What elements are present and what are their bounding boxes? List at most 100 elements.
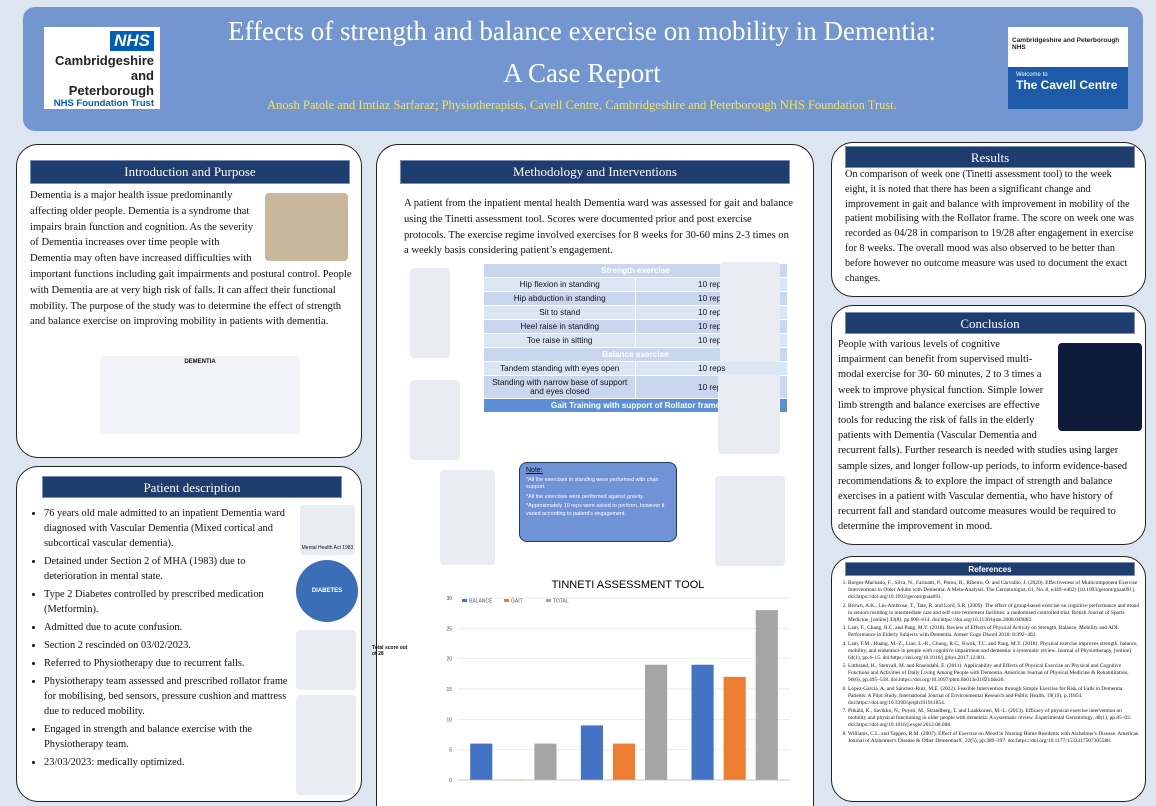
paragraph: People with various levels of cognitive …: [838, 339, 1128, 533]
title-line: A Case Report: [503, 58, 661, 88]
note-box: Note: *All the exercises in standing wer…: [519, 462, 677, 542]
table-cell: Heel raise in standing: [482, 319, 637, 334]
note-title: Note:: [526, 467, 543, 474]
y-tick-label: 5: [449, 748, 452, 754]
y-tick-label: 20: [446, 657, 452, 663]
illustration: [715, 476, 785, 566]
note-line: *All the exercises were performed agains…: [526, 493, 644, 500]
logo-name: Cambridgeshire and Peterborough: [55, 53, 154, 98]
reference: Littbrand, H., Stenvall, M. and Rosendah…: [848, 663, 1140, 684]
legend-swatch: [504, 599, 509, 602]
legend-swatch: [546, 599, 551, 602]
y-tick-label: 25: [446, 626, 452, 632]
table-cell: Toe raise in sitting: [482, 333, 637, 348]
reference: Williams, C.L. and Tappen, R.M. (2007). …: [848, 731, 1140, 745]
title: Effects of strength and balance exercise…: [170, 10, 994, 94]
section-heading: Results: [845, 146, 1135, 168]
table-cell: 10 reps: [635, 361, 788, 376]
legend-swatch: [462, 599, 467, 602]
act-label: Mental Health Act 1983: [301, 545, 354, 551]
table-cell: Hip flexion in standing: [482, 277, 637, 292]
table-cell: Standing with narrow base of support and…: [482, 375, 637, 399]
bullet-item: 23/03/2023: medically optimized.: [44, 755, 299, 770]
illustration: [296, 630, 356, 690]
diabetes-icon: DIABETES: [296, 560, 358, 622]
y-axis-label: Total score out of 28: [372, 645, 408, 657]
exercise-table-wrap: Strength exercise Hip flexion in standing…: [482, 263, 788, 413]
bullet-item: Section 2 rescinded on 03/02/2023.: [44, 638, 299, 653]
bar: [580, 725, 603, 780]
sign-plate: Welcome to The Cavell Centre: [1008, 67, 1128, 109]
y-tick-label: 30: [446, 596, 452, 602]
bar: [645, 664, 668, 780]
bullet-item: Referred to Physiotherapy due to recurre…: [44, 656, 299, 671]
nhs-logo: NHS Cambridgeshire and Peterborough NHS …: [44, 27, 160, 109]
illustration: [440, 470, 495, 565]
bar: [612, 743, 636, 780]
illustration: [410, 380, 460, 460]
conclusion-text: People with various levels of cognitive …: [838, 337, 1142, 535]
patient-list: 76 years old male admitted to an inpatie…: [28, 506, 299, 773]
reference: Lam, F., Chang, R.C. and Pang, M.Y. (201…: [848, 625, 1140, 639]
bar: [691, 664, 714, 780]
bullet-item: 76 years old male admitted to an inpatie…: [44, 506, 299, 551]
title-line: Effects of strength and balance exercise…: [227, 16, 936, 46]
illustration: [718, 374, 780, 454]
bullet-item: Admitted due to acute confusion.: [44, 620, 299, 635]
reference: Pitkälä, K., Savikko, N., Poysti, M., St…: [848, 708, 1140, 729]
section-heading: Patient description: [42, 476, 342, 498]
sign-welcome: Welcome to: [1016, 72, 1048, 78]
illustration: [296, 695, 356, 795]
sign-org: Cambridgeshire and Peterborough NHS: [1012, 37, 1120, 51]
results-text: On comparison of week one (Tinetti asses…: [845, 169, 1134, 284]
illustration: [410, 268, 450, 358]
chart: TINNETI ASSESSMENT TOOL 0 5 10 15 20 25 30 BALA…: [446, 579, 790, 784]
note-line: *Approximately 10 reps were asked to per…: [526, 503, 665, 517]
table-heading: Gait Training with support of Rollator f…: [483, 398, 788, 413]
logo-trust: NHS Foundation Trust: [53, 98, 154, 109]
sign-place: The Cavell Centre: [1016, 78, 1118, 92]
bullet-item: Type 2 Diabetes controlled by prescribed…: [44, 587, 299, 617]
float-space: [262, 188, 352, 264]
reference: Borges-Machado, F., Silva, N., Farinatti…: [848, 580, 1140, 601]
table-cell: Sit to stand: [482, 305, 637, 320]
reference: Brown, A.K., Liu-Ambrose, T., Tate, R. a…: [848, 603, 1140, 624]
chart-title: TINNETI ASSESSMENT TOOL: [552, 579, 705, 591]
reference: López-García, A. and Sánchez-Ruiz, M.E. …: [848, 686, 1140, 707]
intro-text: Dementia is a major health issue predomi…: [30, 188, 352, 330]
reference: Lam, F.M., Huang, M.-Z., Liao, L.-R., Ch…: [848, 641, 1140, 662]
y-tick-label: 10: [446, 717, 452, 723]
header-band: [23, 7, 1143, 131]
bar: [755, 610, 778, 780]
illustration: [720, 262, 780, 362]
bar: [534, 743, 557, 780]
bullet-item: Physiotherapy team assessed and prescrib…: [44, 674, 299, 719]
table-row: Gait Training with support of Rollator f…: [483, 398, 788, 413]
exercise-table: Strength exercise Hip flexion in standing…: [482, 263, 788, 413]
diagram-label: DEMENTIA: [184, 359, 216, 365]
section-heading: Conclusion: [845, 312, 1135, 334]
authors: Anosh Patole and Imtiaz Sarfaraz; Physio…: [267, 98, 897, 112]
bullet-item: Detained under Section 2 of MHA (1983) d…: [44, 554, 299, 584]
references-panel: [831, 556, 1146, 802]
table-cell: Hip abduction in standing: [482, 291, 637, 306]
references-list: Borges-Machado, F., Silva, N., Farinatti…: [838, 580, 1140, 746]
bar: [723, 676, 746, 780]
y-tick-label: 0: [449, 778, 452, 784]
legend-label: TOTAL: [553, 599, 569, 605]
bar: [470, 743, 493, 780]
y-tick-label: 15: [446, 687, 452, 693]
section-heading: References: [845, 562, 1135, 576]
paragraph: Dementia is a major health issue predomi…: [30, 190, 352, 328]
section-heading: Introduction and Purpose: [30, 160, 350, 184]
section-heading: Methodology and Interventions: [400, 160, 790, 184]
bullet-item: Engaged in strength and balance exercise…: [44, 722, 299, 752]
table-row: Hip abduction in standing 10 reps: [482, 291, 788, 306]
method-text: A patient from the inpatient mental heal…: [404, 198, 793, 257]
illustration: Mental Health Act 1983: [300, 505, 355, 555]
illustration: [1058, 343, 1142, 431]
legend-label: BALANCE: [469, 599, 493, 605]
table-cell: Tandem standing with eyes open: [482, 361, 637, 376]
illustration: DEMENTIA: [100, 356, 300, 434]
